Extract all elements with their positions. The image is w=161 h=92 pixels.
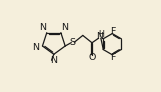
Text: S: S — [70, 38, 76, 47]
Text: N: N — [39, 23, 47, 32]
Text: H: H — [98, 30, 104, 39]
Text: N: N — [61, 23, 68, 32]
Text: N: N — [33, 43, 40, 52]
Text: O: O — [88, 53, 96, 62]
Text: F: F — [110, 26, 115, 36]
Text: F: F — [110, 53, 115, 62]
Text: N: N — [50, 56, 57, 65]
Text: N: N — [96, 32, 103, 41]
